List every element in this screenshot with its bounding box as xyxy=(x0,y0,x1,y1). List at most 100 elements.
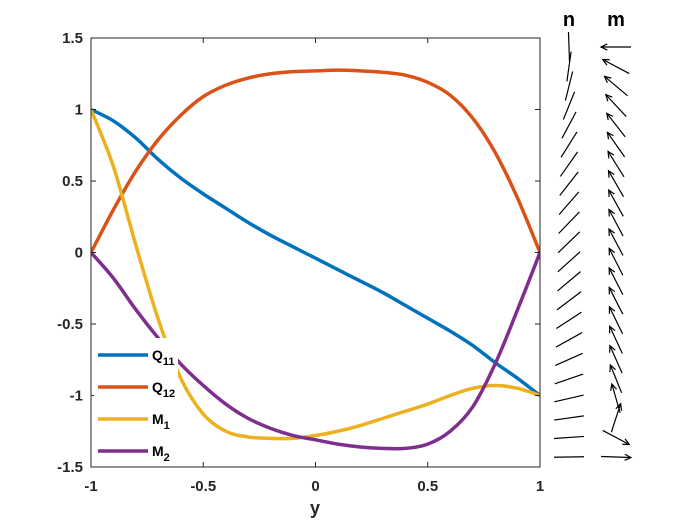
y-tick-label: 1.5 xyxy=(62,30,83,47)
arrow-shaft xyxy=(609,364,623,394)
arrow-shaft xyxy=(607,151,625,178)
director-segment xyxy=(554,415,584,421)
legend-label: M1 xyxy=(152,411,170,432)
arrow-shaft xyxy=(609,326,623,354)
director-segment xyxy=(555,352,583,367)
arrow xyxy=(610,402,623,433)
arrow xyxy=(599,43,631,51)
quiver-panel-n: n xyxy=(553,9,585,458)
director-segment xyxy=(562,91,576,120)
legend-label-subscript: 12 xyxy=(163,388,175,400)
legend-label-subscript: 11 xyxy=(163,356,175,368)
arrow-head xyxy=(622,438,631,446)
arrow-shaft xyxy=(602,58,630,75)
panel-title-n: n xyxy=(563,9,575,31)
arrow-head xyxy=(615,402,623,411)
director-line xyxy=(554,394,584,403)
director-segment xyxy=(556,291,582,311)
arrow-shaft xyxy=(602,429,630,446)
director-line xyxy=(555,332,583,348)
director-segment xyxy=(554,394,584,403)
director-line xyxy=(561,111,577,139)
arrow-shaft xyxy=(610,403,622,433)
arrow-shaft xyxy=(608,209,624,237)
arrow-head xyxy=(603,75,612,84)
arrow xyxy=(608,188,624,217)
arrow xyxy=(608,247,624,276)
legend-label: Q11 xyxy=(152,347,175,368)
x-tick-label: -1 xyxy=(84,478,97,495)
director-segment xyxy=(560,131,578,158)
director-line xyxy=(554,373,584,385)
x-tick-label: 0.5 xyxy=(417,478,438,495)
line-plot: -1 -0.5 0 0.5 11.510.50-0.5-1-1.5 y Q11Q12M1… xyxy=(57,30,544,518)
arrow-head xyxy=(624,453,633,461)
director-line xyxy=(559,171,579,196)
arrow-head xyxy=(606,131,614,140)
arrow xyxy=(608,325,623,354)
director-line xyxy=(554,415,584,421)
legend-label-main: M xyxy=(152,411,164,427)
arrow-head xyxy=(604,93,613,102)
arrow-head xyxy=(609,363,616,373)
director-segment xyxy=(554,373,584,385)
arrow-head xyxy=(608,247,616,256)
director-segment xyxy=(559,151,579,177)
arrow xyxy=(609,344,623,374)
arrow-head xyxy=(608,325,616,334)
director-line xyxy=(559,151,579,177)
arrow xyxy=(601,58,630,75)
y-tick-label: -1.5 xyxy=(57,459,83,476)
arrow-shaft xyxy=(609,345,623,374)
arrow xyxy=(609,363,623,394)
arrow xyxy=(600,453,633,461)
director-segment xyxy=(557,231,581,254)
x-axis-label: y xyxy=(310,498,320,518)
director-segment xyxy=(558,191,580,215)
arrow-head xyxy=(608,286,616,295)
arrow-shaft xyxy=(607,170,625,197)
director-segment xyxy=(561,111,577,139)
arrow-head xyxy=(607,169,615,178)
legend-label-subscript: 1 xyxy=(164,420,170,432)
arrow-head xyxy=(608,266,616,275)
legend-label-main: Q xyxy=(152,379,163,395)
legend-label-subscript: 2 xyxy=(164,452,170,464)
arrow-head xyxy=(608,208,615,217)
arrow-shaft xyxy=(606,112,626,138)
arrow-head xyxy=(599,43,608,51)
legend-label: M2 xyxy=(152,443,170,464)
arrow xyxy=(604,93,627,117)
arrow-shaft xyxy=(605,94,627,117)
director-segment xyxy=(559,171,579,196)
arrow-head xyxy=(601,58,610,66)
arrow-head xyxy=(610,382,617,392)
director-line xyxy=(560,131,578,158)
x-tick-label: 0 xyxy=(311,478,319,495)
ticks-layer: -1 -0.5 0 0.5 11.510.50-0.5-1-1.5 xyxy=(57,30,544,495)
director-line xyxy=(557,251,581,273)
director-line xyxy=(562,91,576,120)
x-tick-label: 1 xyxy=(536,478,544,495)
panel-title-m: m xyxy=(607,9,625,31)
arrow-shaft xyxy=(608,228,624,256)
y-tick-label: 0 xyxy=(75,245,83,262)
arrow-head xyxy=(607,150,615,159)
arrow-shaft xyxy=(606,131,626,158)
director-line xyxy=(555,352,583,367)
director-segment xyxy=(566,51,572,82)
director-line xyxy=(557,231,581,254)
arrow-head xyxy=(608,305,616,314)
director-segment xyxy=(557,251,581,273)
director-segment xyxy=(553,456,585,458)
director-line xyxy=(564,71,574,101)
arrow-head xyxy=(609,344,616,353)
arrow xyxy=(608,286,624,315)
arrow xyxy=(607,150,625,178)
arrow-head xyxy=(608,227,615,237)
director-line xyxy=(557,271,581,292)
arrow-shaft xyxy=(608,189,624,217)
